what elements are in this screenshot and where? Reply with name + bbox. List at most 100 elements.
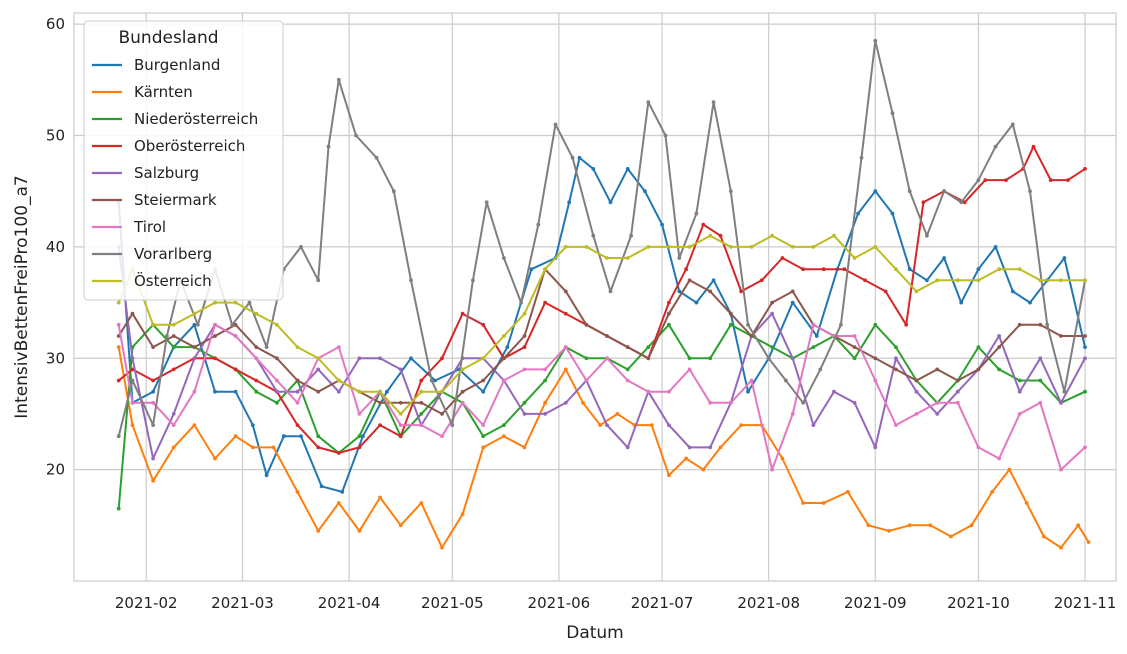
data-point bbox=[1024, 501, 1029, 505]
data-point bbox=[646, 356, 651, 361]
data-point bbox=[398, 434, 403, 439]
legend-item: Salzburg bbox=[92, 164, 199, 182]
data-point bbox=[1083, 389, 1087, 394]
data-point bbox=[130, 367, 135, 372]
data-point bbox=[409, 356, 413, 361]
data-point bbox=[949, 534, 953, 539]
data-point bbox=[213, 322, 217, 327]
data-point bbox=[1083, 278, 1087, 283]
data-point bbox=[811, 322, 816, 327]
data-point bbox=[890, 211, 895, 216]
data-point bbox=[233, 334, 238, 338]
data-point bbox=[955, 278, 960, 283]
data-point bbox=[694, 300, 699, 305]
data-point bbox=[398, 412, 403, 416]
data-point bbox=[942, 256, 946, 260]
data-point bbox=[481, 389, 486, 394]
data-point bbox=[935, 412, 940, 416]
data-point bbox=[151, 478, 156, 483]
data-point bbox=[391, 189, 396, 194]
data-point bbox=[295, 490, 300, 494]
data-point bbox=[1017, 389, 1022, 394]
data-point bbox=[336, 345, 341, 349]
data-point bbox=[663, 133, 668, 138]
data-point bbox=[811, 345, 816, 349]
data-point bbox=[471, 278, 475, 283]
legend-box bbox=[83, 20, 284, 301]
data-point bbox=[976, 278, 981, 283]
data-point bbox=[522, 345, 527, 349]
data-point bbox=[852, 256, 857, 260]
legend-item: Österreich bbox=[92, 271, 212, 290]
data-point bbox=[925, 278, 929, 283]
series-line bbox=[117, 323, 1086, 509]
y-axis-ticks: 20 30 40 50 60 bbox=[46, 15, 65, 478]
data-point bbox=[522, 334, 527, 338]
data-point bbox=[398, 523, 403, 528]
data-point bbox=[801, 267, 805, 272]
data-point bbox=[790, 412, 795, 416]
data-point bbox=[852, 400, 857, 405]
data-point bbox=[928, 523, 933, 528]
data-point bbox=[378, 356, 382, 361]
data-point bbox=[605, 256, 609, 260]
data-point bbox=[584, 245, 589, 249]
data-point bbox=[708, 445, 713, 450]
data-point bbox=[1086, 540, 1091, 544]
data-point bbox=[625, 445, 630, 450]
data-point bbox=[873, 322, 878, 327]
data-point bbox=[374, 155, 379, 160]
x-tick-label: 2021-07 bbox=[631, 594, 694, 612]
data-point bbox=[643, 189, 647, 194]
data-point bbox=[567, 200, 572, 205]
data-point bbox=[316, 367, 321, 372]
data-point bbox=[739, 423, 744, 427]
data-point bbox=[171, 345, 176, 349]
data-point bbox=[856, 211, 860, 216]
data-point bbox=[543, 378, 547, 383]
data-point bbox=[130, 400, 135, 405]
data-point bbox=[677, 289, 682, 294]
data-point bbox=[151, 456, 156, 461]
data-point bbox=[336, 389, 341, 394]
data-point bbox=[316, 278, 321, 283]
data-point bbox=[398, 400, 403, 405]
data-point bbox=[608, 200, 613, 205]
data-point bbox=[667, 311, 671, 316]
data-point bbox=[814, 334, 819, 338]
data-point bbox=[213, 389, 217, 394]
legend-item: Vorarlberg bbox=[92, 245, 212, 263]
data-point bbox=[433, 378, 437, 383]
data-point bbox=[894, 423, 898, 427]
data-point bbox=[340, 490, 345, 494]
data-point bbox=[821, 501, 826, 505]
data-point bbox=[997, 345, 1001, 349]
data-point bbox=[925, 233, 929, 238]
data-point bbox=[213, 456, 217, 461]
series-line bbox=[117, 246, 1086, 460]
data-point bbox=[818, 367, 823, 372]
data-point bbox=[605, 423, 609, 427]
x-axis-ticks: 2021-02 2021-03 2021-04 2021-05 2021-06 2021-… bbox=[115, 594, 1117, 612]
legend-items: Burgenland Kärnten Niederösterreich Oberöst… bbox=[92, 56, 258, 290]
data-point bbox=[993, 144, 998, 149]
data-point bbox=[543, 300, 547, 305]
data-point bbox=[718, 445, 723, 450]
data-point bbox=[859, 155, 864, 160]
data-point bbox=[993, 245, 998, 249]
data-point bbox=[460, 311, 465, 316]
data-point bbox=[615, 412, 620, 416]
data-point bbox=[192, 423, 197, 427]
data-point bbox=[811, 423, 816, 427]
data-point bbox=[852, 356, 857, 361]
data-point bbox=[997, 334, 1001, 338]
data-point bbox=[116, 378, 121, 383]
data-point bbox=[502, 356, 506, 361]
data-point bbox=[718, 233, 723, 238]
data-point bbox=[832, 233, 836, 238]
y-axis-label: IntensivBettenFreiPro100_a7 bbox=[12, 175, 32, 419]
data-point bbox=[563, 345, 568, 349]
data-point bbox=[591, 167, 596, 171]
data-point bbox=[1038, 278, 1043, 283]
data-point bbox=[553, 122, 558, 127]
